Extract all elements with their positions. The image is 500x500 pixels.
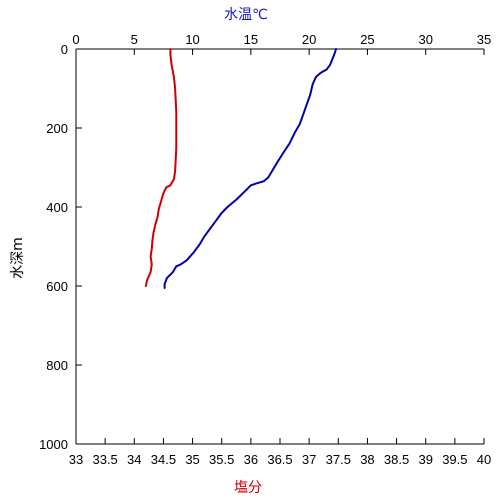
depth-axis-tick-label: 0 [61,42,68,57]
bottom-axis-tick-label: 34 [127,452,141,467]
bottom-axis-tick-label: 39.5 [442,452,467,467]
bottom-axis-tick-label: 33 [69,452,83,467]
plot-series [144,48,337,289]
depth-axis-tick-label: 400 [46,200,68,215]
bottom-axis-tick-label: 35 [185,452,199,467]
bottom-axis-tick-label: 37.5 [326,452,351,467]
depth-axis-tick-label: 1000 [39,437,68,452]
bottom-axis-tick-label: 34.5 [151,452,176,467]
bottom-axis-title: 塩分 [234,480,262,496]
plot-axes [75,48,484,445]
bottom-axis-tick-label: 36 [244,452,258,467]
bottom-axis-tick-label: 35.5 [209,452,234,467]
bottom-axis-tick-label: 38 [360,452,374,467]
depth-axis-tick-label: 800 [46,358,68,373]
bottom-axis-tick-label: 33.5 [92,452,117,467]
left-axis-title: 水深m [10,237,26,279]
left-axis-ticks: 0 200 400 600 800 1000 [39,42,82,452]
top-axis-tick-label: 25 [360,32,374,47]
top-axis-tick-label: 15 [244,32,258,47]
bottom-axis-ticks: 33 33.5 34 34.5 35 35.5 36 36.5 37 37.5 38 38.5 39 39… [69,438,491,467]
bottom-axis-tick-label: 36.5 [267,452,292,467]
top-axis-tick-label: 10 [185,32,199,47]
top-axis-tick-label: 5 [131,32,138,47]
bottom-axis-tick-label: 37 [302,452,316,467]
bottom-axis-tick-label: 40 [477,452,491,467]
top-axis-tick-label: 35 [477,32,491,47]
top-axis-ticks: 0 5 10 15 20 25 30 35 [72,32,491,55]
depth-axis-tick-label: 200 [46,121,68,136]
top-axis-title: 水温℃ [224,7,268,23]
bottom-axis-tick-label: 39 [418,452,432,467]
top-axis-tick-label: 30 [418,32,432,47]
top-axis-tick-label: 20 [302,32,316,47]
top-axis-tick-label: 0 [72,32,79,47]
temperature-profile-line [163,48,337,289]
depth-axis-tick-label: 600 [46,279,68,294]
salinity-profile-line [144,48,178,287]
bottom-axis-tick-label: 38.5 [384,452,409,467]
